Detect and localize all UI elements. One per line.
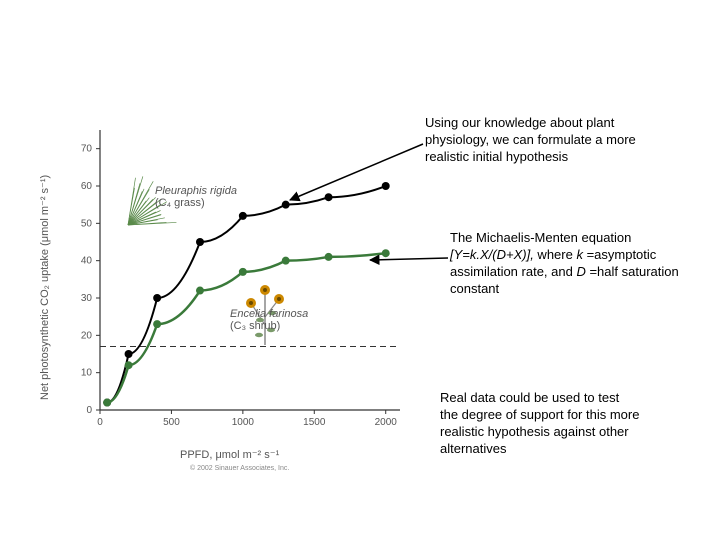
svg-text:60: 60	[81, 181, 93, 192]
mid-text: The Michaelis-Menten equation [Y=k.X/(D+…	[450, 230, 680, 298]
svg-text:50: 50	[81, 218, 93, 229]
svg-text:40: 40	[81, 256, 93, 267]
svg-text:20: 20	[81, 330, 93, 341]
c4-label: Pleuraphis rigida (C₄ grass)	[155, 185, 237, 209]
svg-text:1500: 1500	[303, 417, 326, 428]
slide-container: 0 10 20 30 40 50 60 70 0 500 1000 1500 2000 Net phot…	[0, 0, 720, 540]
copyright-text: © 2002 Sinauer Associates, Inc.	[190, 465, 289, 472]
svg-text:500: 500	[163, 417, 180, 428]
c3-label: Encelia farinosa (C₃ shrub)	[230, 308, 308, 332]
svg-text:70: 70	[81, 144, 93, 155]
chart: 0 10 20 30 40 50 60 70 0 500 1000 1500 2000	[50, 110, 410, 470]
svg-text:0: 0	[86, 405, 92, 416]
top-text: Using our knowledge about plant physiolo…	[425, 115, 640, 166]
x-axis-label: PPFD, μmol m⁻² s⁻¹	[180, 448, 380, 461]
svg-text:10: 10	[81, 368, 93, 379]
svg-text:2000: 2000	[375, 417, 398, 428]
y-axis-label: Net photosynthetic CO₂ uptake (μmol m⁻² …	[38, 120, 51, 400]
svg-text:0: 0	[97, 417, 103, 428]
svg-text:1000: 1000	[232, 417, 255, 428]
svg-text:30: 30	[81, 293, 93, 304]
bottom-text: Real data could be used to test the degr…	[440, 390, 640, 458]
